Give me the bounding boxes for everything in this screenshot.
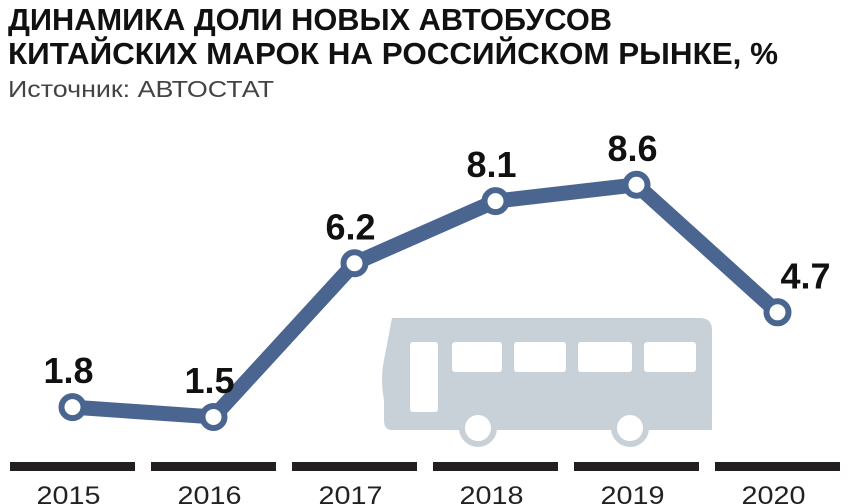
data-label: 8.6 bbox=[607, 128, 657, 169]
baseline-segment bbox=[151, 462, 276, 471]
chart-title: ДИНАМИКА ДОЛИ НОВЫХ АВТОБУСОВ bbox=[8, 2, 612, 37]
data-label: 1.5 bbox=[184, 360, 234, 401]
data-label: 8.1 bbox=[466, 144, 516, 185]
x-tick-label: 2019 bbox=[601, 482, 665, 504]
baseline-segment bbox=[433, 462, 558, 471]
x-tick-label: 2018 bbox=[460, 482, 524, 504]
x-tick-label: 2020 bbox=[742, 482, 806, 504]
point bbox=[481, 187, 510, 216]
point bbox=[340, 249, 369, 278]
baseline-segment bbox=[715, 462, 840, 471]
bus-icon bbox=[382, 318, 712, 447]
point bbox=[622, 170, 651, 199]
x-tick-label: 2016 bbox=[178, 482, 242, 504]
baseline-segment bbox=[292, 462, 417, 471]
line bbox=[71, 177, 783, 425]
point bbox=[763, 298, 792, 327]
data-label: 6.2 bbox=[325, 206, 375, 247]
chart-subtitle: Источник: АВТОСТАТ bbox=[8, 76, 274, 102]
x-tick-label: 2017 bbox=[319, 482, 383, 504]
baseline-segment bbox=[10, 462, 135, 471]
baseline-segment bbox=[574, 462, 699, 471]
point bbox=[58, 393, 87, 422]
data-label: 4.7 bbox=[780, 255, 830, 296]
chart-title: КИТАЙСКИХ МАРОК НА РОССИЙСКОМ РЫНКЕ, % bbox=[8, 35, 778, 71]
x-tick-label: 2015 bbox=[37, 482, 101, 504]
data-label: 1.8 bbox=[43, 350, 93, 391]
point bbox=[199, 402, 228, 431]
